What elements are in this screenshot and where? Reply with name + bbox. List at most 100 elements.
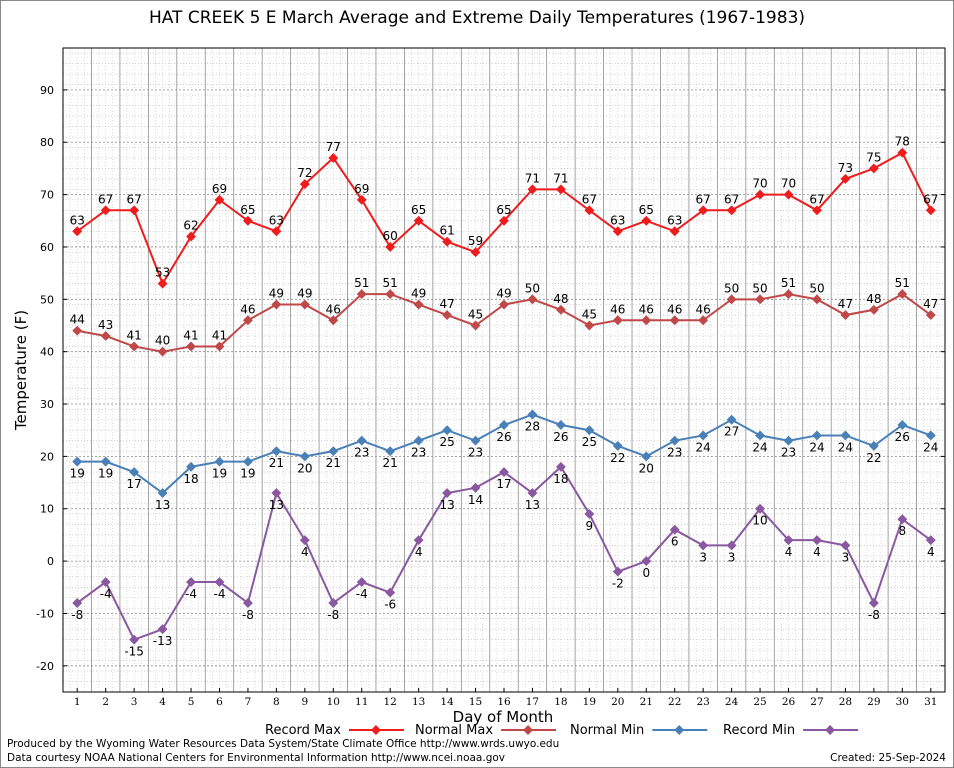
data-label: 63 bbox=[667, 213, 682, 227]
x-tick-label: 22 bbox=[668, 696, 681, 708]
data-point bbox=[442, 310, 453, 320]
data-point bbox=[783, 435, 794, 446]
data-label: 41 bbox=[126, 328, 141, 342]
data-label: 78 bbox=[895, 135, 910, 149]
data-point bbox=[157, 346, 168, 357]
y-tick-label: 10 bbox=[40, 503, 54, 516]
data-label: 14 bbox=[468, 493, 483, 507]
x-tick-label: 5 bbox=[188, 696, 195, 708]
data-point bbox=[669, 435, 680, 446]
y-tick-label: 50 bbox=[40, 293, 54, 306]
data-label: -4 bbox=[213, 587, 225, 601]
data-point bbox=[868, 304, 879, 315]
data-label: 60 bbox=[383, 229, 398, 243]
data-point bbox=[72, 226, 83, 237]
data-label: 71 bbox=[525, 171, 540, 185]
data-label: 9 bbox=[586, 519, 594, 533]
data-label: 10 bbox=[752, 514, 767, 528]
data-point bbox=[413, 435, 424, 446]
data-label: 44 bbox=[70, 313, 85, 327]
data-label: -15 bbox=[124, 645, 144, 659]
data-point bbox=[669, 524, 680, 535]
x-tick-label: 6 bbox=[216, 696, 223, 708]
x-tick-label: 1 bbox=[74, 696, 81, 708]
data-point bbox=[584, 320, 595, 331]
data-point bbox=[470, 482, 481, 493]
data-label: 46 bbox=[326, 302, 341, 316]
data-point bbox=[527, 184, 538, 195]
data-point bbox=[868, 598, 879, 608]
x-tick-label: 28 bbox=[839, 696, 852, 708]
data-label: 13 bbox=[155, 498, 170, 512]
data-label: 46 bbox=[696, 302, 711, 316]
data-point bbox=[186, 231, 196, 242]
data-point bbox=[698, 540, 709, 551]
data-point bbox=[584, 205, 595, 216]
data-point bbox=[897, 289, 908, 300]
data-label: 4 bbox=[415, 545, 423, 559]
x-tick-label: 15 bbox=[469, 696, 482, 708]
data-point bbox=[242, 315, 253, 326]
data-label: 70 bbox=[781, 177, 796, 191]
data-label: 21 bbox=[326, 456, 341, 470]
y-axis-label: Temperature (F) bbox=[12, 310, 30, 431]
data-label: 19 bbox=[240, 467, 255, 481]
data-label: 47 bbox=[439, 297, 454, 311]
data-label: 47 bbox=[838, 297, 853, 311]
data-point bbox=[499, 299, 509, 310]
data-label: 51 bbox=[781, 276, 796, 290]
x-tick-label: 20 bbox=[611, 696, 624, 708]
data-label: 46 bbox=[610, 302, 625, 316]
data-point bbox=[385, 446, 396, 457]
data-label: -8 bbox=[868, 608, 880, 622]
data-point bbox=[555, 304, 566, 315]
created-date: Created: 25-Sep-2024 bbox=[830, 752, 946, 764]
data-label: 46 bbox=[639, 302, 654, 316]
data-point bbox=[214, 577, 225, 587]
data-point bbox=[925, 430, 936, 441]
data-label: 65 bbox=[240, 203, 255, 217]
data-label: 50 bbox=[724, 281, 739, 295]
data-label: 53 bbox=[155, 266, 170, 280]
data-point bbox=[698, 205, 709, 216]
data-label: 49 bbox=[297, 287, 312, 301]
data-point bbox=[157, 624, 168, 635]
data-point bbox=[385, 242, 396, 252]
x-tick-label: 16 bbox=[497, 696, 511, 708]
data-label: 4 bbox=[301, 545, 309, 559]
data-label: 73 bbox=[838, 161, 853, 175]
x-tick-label: 24 bbox=[725, 696, 739, 708]
data-point bbox=[299, 179, 310, 190]
data-label: 51 bbox=[895, 276, 910, 290]
data-point bbox=[840, 540, 851, 551]
data-label: 6 bbox=[671, 535, 679, 549]
grid bbox=[62, 48, 946, 693]
data-label: 23 bbox=[667, 446, 682, 460]
data-point bbox=[299, 535, 310, 546]
x-tick-label: 11 bbox=[355, 696, 368, 708]
data-label: 4 bbox=[785, 545, 793, 559]
data-point bbox=[328, 446, 339, 457]
data-point bbox=[186, 341, 196, 352]
data-label: 0 bbox=[642, 566, 650, 580]
data-point bbox=[783, 289, 794, 300]
data-point bbox=[242, 598, 253, 608]
data-point bbox=[242, 215, 253, 226]
x-tick-label: 23 bbox=[696, 696, 709, 708]
data-label: 65 bbox=[639, 203, 654, 217]
data-point bbox=[755, 430, 766, 441]
data-label: 41 bbox=[212, 328, 227, 342]
data-point bbox=[527, 409, 538, 420]
data-label: 69 bbox=[354, 182, 369, 196]
data-label: 51 bbox=[354, 276, 369, 290]
y-tick-label: 60 bbox=[40, 241, 54, 254]
data-point bbox=[612, 315, 623, 326]
data-label: -4 bbox=[100, 587, 112, 601]
data-point bbox=[555, 420, 566, 430]
data-label: 21 bbox=[269, 456, 284, 470]
data-point bbox=[499, 467, 509, 478]
data-point bbox=[726, 414, 737, 425]
